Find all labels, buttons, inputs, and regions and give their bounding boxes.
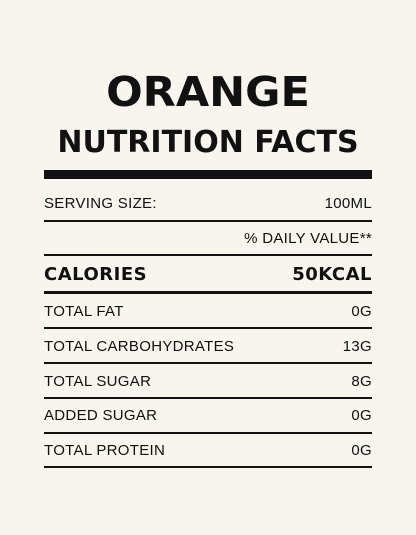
nutrient-label: ADDED SUGAR [44, 406, 158, 424]
nutrient-label: TOTAL CARBOHYDRATES [44, 337, 235, 355]
nutrient-row: TOTAL PROTEIN 0G [44, 439, 372, 461]
calories-label: CALORIES [44, 263, 148, 285]
nutrient-value: 0G [351, 441, 372, 459]
header-divider [44, 170, 372, 179]
daily-value-note: % DAILY VALUE** [244, 229, 372, 247]
nutrient-value: 0G [351, 406, 372, 424]
calories-value: 50KCAL [292, 263, 372, 285]
daily-value-row: % DAILY VALUE** [44, 227, 372, 249]
nutrient-row: ADDED SUGAR 0G [44, 404, 372, 426]
product-title: ORANGE [106, 68, 310, 116]
nutrient-label: TOTAL PROTEIN [44, 441, 166, 459]
divider [44, 397, 372, 399]
divider [44, 254, 372, 256]
serving-size-value: 100ML [324, 194, 372, 212]
divider [44, 432, 372, 434]
nutrient-row: TOTAL SUGAR 8G [44, 370, 372, 392]
divider [44, 327, 372, 329]
nutrition-facts-heading: NUTRITION FACTS [57, 125, 359, 160]
serving-size-label: SERVING SIZE: [44, 194, 157, 212]
nutrient-label: TOTAL SUGAR [44, 372, 152, 390]
serving-size-row: SERVING SIZE: 100ML [44, 192, 372, 214]
nutrient-row: TOTAL CARBOHYDRATES 13G [44, 335, 372, 357]
divider [44, 466, 372, 468]
nutrient-value: 13G [342, 337, 372, 355]
nutrient-value: 8G [351, 372, 372, 390]
calories-row: CALORIES 50KCAL [44, 261, 372, 287]
nutrient-row: TOTAL FAT 0G [44, 300, 372, 322]
divider [44, 362, 372, 364]
nutrient-label: TOTAL FAT [44, 302, 124, 320]
nutrient-value: 0G [351, 302, 372, 320]
calories-divider [44, 291, 372, 294]
divider [44, 220, 372, 222]
